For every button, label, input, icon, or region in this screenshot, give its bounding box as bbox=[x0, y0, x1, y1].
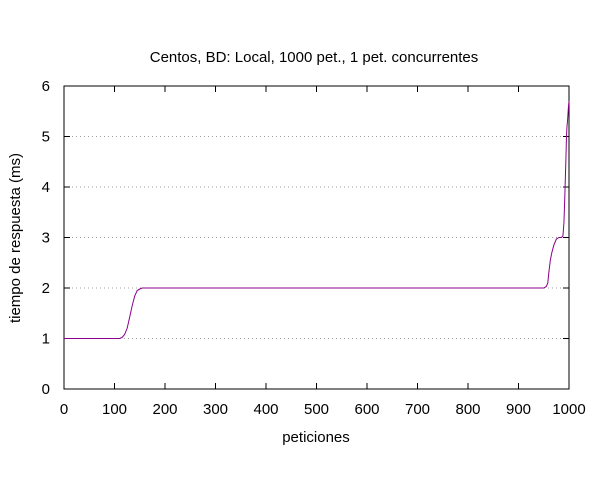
chart-title: Centos, BD: Local, 1000 pet., 1 pet. con… bbox=[150, 49, 479, 66]
series-layer bbox=[64, 101, 570, 339]
x-tick-label: 800 bbox=[455, 401, 480, 418]
x-tick-label: 1000 bbox=[552, 401, 585, 418]
gridlines bbox=[64, 136, 569, 339]
y-axis: 0 1 2 3 4 5 6 bbox=[42, 78, 569, 398]
y-tick-label: 3 bbox=[42, 230, 50, 247]
x-axis-label: peticiones bbox=[282, 429, 350, 446]
x-tick-label: 600 bbox=[354, 401, 379, 418]
y-axis-label: tiempo de respuesta (ms) bbox=[7, 153, 24, 323]
y-tick-label: 4 bbox=[42, 179, 50, 196]
y-tick-label: 6 bbox=[42, 78, 50, 95]
series-line bbox=[64, 101, 570, 339]
x-tick-label: 300 bbox=[203, 401, 228, 418]
x-tick-label: 200 bbox=[152, 401, 177, 418]
x-tick-label: 0 bbox=[60, 401, 68, 418]
x-tick-label: 900 bbox=[506, 401, 531, 418]
y-tick-label: 0 bbox=[42, 381, 50, 398]
y-tick-label: 5 bbox=[42, 129, 50, 146]
x-axis: 0 100 200 300 400 500 600 700 800 900 1000 bbox=[60, 86, 586, 418]
y-tick-label: 1 bbox=[42, 331, 50, 348]
y-tick-label: 2 bbox=[42, 280, 50, 297]
x-tick-label: 500 bbox=[304, 401, 329, 418]
x-tick-label: 100 bbox=[102, 401, 127, 418]
x-tick-label: 400 bbox=[253, 401, 278, 418]
x-tick-label: 700 bbox=[405, 401, 430, 418]
